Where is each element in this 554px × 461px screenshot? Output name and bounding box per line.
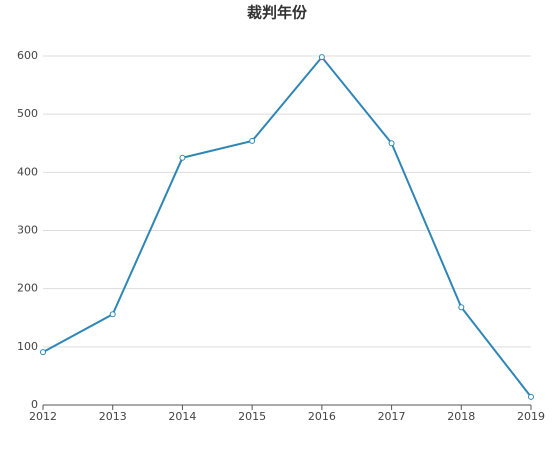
data-point — [109, 311, 116, 318]
y-tick-label: 100 — [17, 340, 38, 353]
x-tick-label: 2013 — [99, 410, 127, 423]
data-point — [179, 154, 186, 161]
data-line — [42, 55, 532, 398]
x-tick-label: 2018 — [447, 410, 475, 423]
data-point — [458, 304, 465, 311]
y-tick-label: 200 — [17, 282, 38, 295]
y-tick-label: 300 — [17, 224, 38, 237]
data-point — [388, 140, 395, 147]
x-tick-label: 2016 — [308, 410, 336, 423]
y-tick-label: 600 — [17, 49, 38, 62]
y-tick-label: 0 — [31, 398, 38, 411]
chart-title: 裁判年份 — [247, 4, 308, 22]
y-tick-label: 500 — [17, 107, 38, 120]
x-tick-label: 2014 — [168, 410, 196, 423]
data-point — [318, 54, 325, 61]
data-point — [249, 137, 256, 144]
x-tick-label: 2015 — [238, 410, 266, 423]
y-tick-label: 400 — [17, 165, 38, 178]
x-tick-label: 2017 — [378, 410, 406, 423]
data-point — [40, 349, 46, 356]
x-tick-label: 2012 — [29, 410, 57, 423]
data-point — [528, 393, 534, 400]
x-tick-label: 2019 — [517, 410, 545, 423]
